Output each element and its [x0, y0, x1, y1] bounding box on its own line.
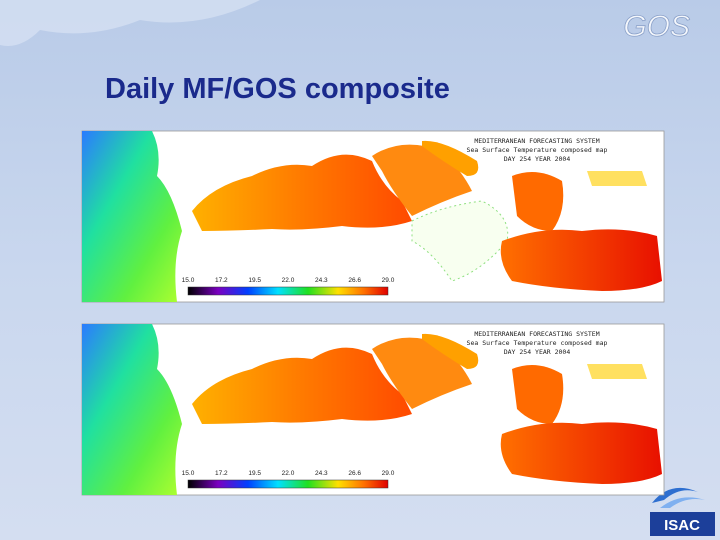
map-header-line: DAY 254 YEAR 2004	[504, 348, 571, 356]
decoration	[0, 0, 260, 46]
sea-adriatic	[422, 140, 479, 176]
sea-aegean	[512, 172, 564, 231]
sea-eastern-med	[500, 422, 662, 484]
sea-western-med	[192, 154, 412, 231]
sea-central	[411, 200, 509, 282]
logo-text: ISAC	[664, 517, 700, 534]
sea-adriatic	[422, 333, 479, 369]
colorbar	[187, 479, 389, 489]
sea-atlantic	[82, 131, 182, 302]
sea-black	[587, 364, 647, 379]
colorbar-label: 29.0	[382, 277, 395, 284]
colorbar-label: 15.0	[182, 277, 195, 284]
colorbar-label: 26.6	[348, 277, 361, 284]
colorbar-label: 19.5	[248, 470, 261, 477]
sea-eastern-med	[500, 229, 662, 291]
colorbar-label: 26.6	[348, 470, 361, 477]
sea-central	[412, 394, 508, 474]
slide-title: Daily MF/GOS composite	[105, 73, 450, 105]
sea-black	[587, 171, 647, 186]
map-header-line: Sea Surface Temperature composed map	[467, 146, 608, 154]
colorbar-label: 15.0	[182, 470, 195, 477]
sea-aegean	[512, 365, 564, 424]
colorbar-label: 29.0	[382, 470, 395, 477]
colorbar-label: 24.3	[315, 470, 328, 477]
map-header-line: DAY 254 YEAR 2004	[504, 155, 571, 163]
colorbar-label: 22.0	[282, 277, 295, 284]
colorbar-label: 19.5	[248, 277, 261, 284]
colorbar	[187, 286, 389, 296]
sea-western-med	[192, 347, 412, 424]
logo-isac: ISAC	[650, 487, 715, 536]
colorbar-label: 24.3	[315, 277, 328, 284]
sea-atlantic	[82, 324, 182, 495]
map-header-line: MEDITERRANEAN FORECASTING SYSTEM	[474, 137, 599, 145]
map-header-line: MEDITERRANEAN FORECASTING SYSTEM	[474, 330, 599, 338]
colorbar-label: 17.2	[215, 470, 228, 477]
map-header-line: Sea Surface Temperature composed map	[467, 339, 608, 347]
colorbar-label: 22.0	[282, 470, 295, 477]
colorbar-label: 17.2	[215, 277, 228, 284]
logo-gos: GOS	[623, 10, 690, 43]
